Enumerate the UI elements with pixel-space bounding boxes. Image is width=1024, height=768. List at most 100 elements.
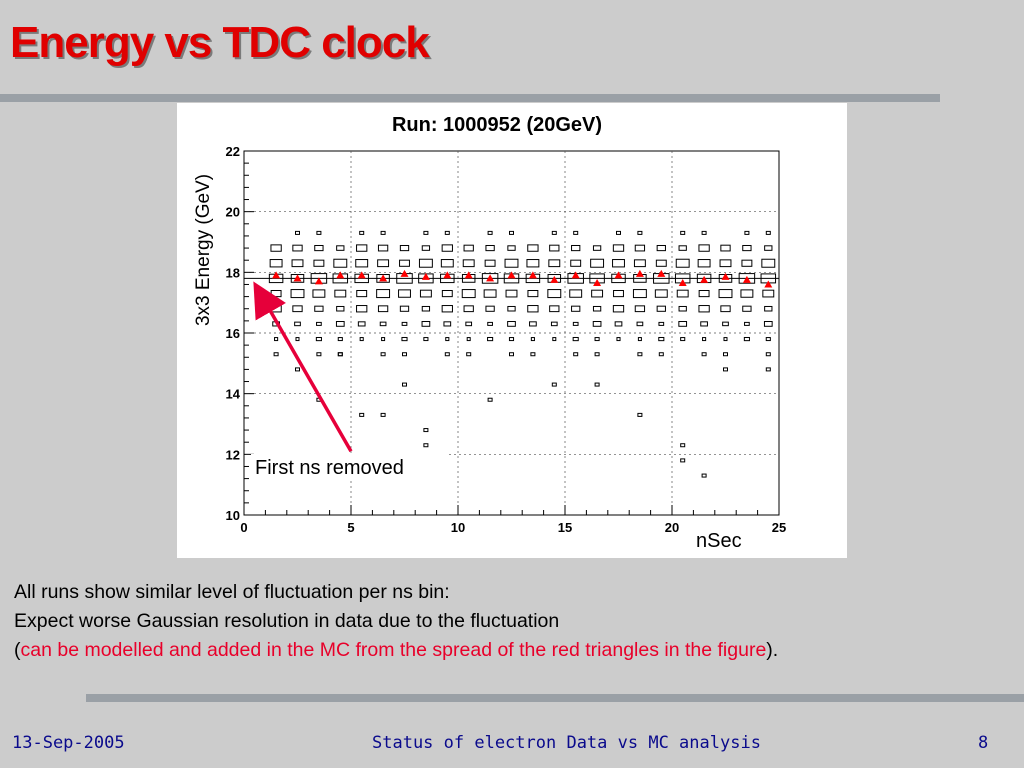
histogram-box (720, 305, 731, 313)
profile-marker (550, 275, 559, 283)
x-tick-label: 25 (772, 520, 786, 535)
histogram-box (399, 305, 410, 312)
histogram-box (743, 336, 750, 342)
histogram-box (312, 289, 326, 298)
histogram-box (547, 289, 562, 299)
histogram-box (591, 289, 604, 298)
histogram-box (292, 244, 303, 252)
histogram-box (552, 337, 557, 342)
outlier-box (701, 473, 707, 478)
histogram-box (466, 352, 472, 357)
profile-marker (293, 274, 302, 282)
histogram-box (509, 230, 514, 235)
histogram-box (612, 305, 625, 313)
profile-marker (336, 271, 345, 279)
histogram-box (765, 337, 771, 342)
histogram-box (315, 336, 322, 342)
histogram-box (314, 244, 324, 252)
x-axis-label: nSec (696, 530, 742, 552)
histogram-box (421, 245, 431, 251)
profile-marker (678, 278, 687, 286)
note-highlight: can be modelled and added in the MC from… (20, 639, 767, 661)
histogram-box (359, 337, 364, 342)
annotation-background (251, 454, 447, 480)
profile-marker (571, 271, 580, 279)
histogram-box (761, 258, 776, 268)
profile-marker (657, 269, 666, 277)
outlier-box (359, 412, 365, 417)
outlier-box (402, 382, 407, 387)
y-axis-label: 3x3 Energy (GeV) (193, 174, 214, 326)
histogram-box (465, 321, 473, 327)
histogram-box (678, 245, 687, 251)
histogram-box (380, 230, 386, 235)
histogram-box (507, 305, 516, 312)
histogram-box (658, 336, 665, 342)
histogram-box (294, 321, 301, 327)
profile-marker (314, 277, 323, 285)
histogram-box (505, 289, 518, 298)
body-line-2: Expect worse Gaussian resolution in data… (14, 610, 560, 632)
histogram-box (355, 259, 369, 268)
histogram-box (401, 321, 408, 326)
histogram-box (658, 352, 664, 357)
histogram-box (377, 259, 390, 268)
histogram-box (637, 352, 643, 357)
histogram-box (462, 259, 475, 268)
histogram-box (616, 337, 621, 342)
profile-marker (400, 269, 409, 277)
histogram-box (701, 230, 707, 235)
histogram-box (440, 259, 454, 268)
profile-marker (764, 280, 773, 288)
histogram-box (570, 259, 582, 267)
histogram-box (527, 289, 539, 298)
histogram-box (359, 230, 365, 235)
y-tick-label: 10 (226, 508, 240, 523)
histogram-box (656, 305, 666, 312)
footer-page-number: 8 (978, 733, 989, 753)
outlier-box (680, 443, 686, 448)
outlier-box (637, 412, 643, 417)
y-tick-label: 16 (226, 326, 240, 341)
histogram-box (357, 321, 366, 327)
histogram-box (551, 230, 557, 235)
histogram-box (718, 289, 733, 299)
histogram-box (697, 259, 711, 268)
annotation-text: First ns removed (255, 457, 404, 479)
histogram-box (592, 305, 602, 312)
note-close: ). (766, 639, 779, 661)
y-tick-label: 18 (226, 265, 240, 280)
body-line-3: (can be modelled and added in the MC fro… (14, 636, 778, 665)
profile-marker (464, 271, 473, 279)
histogram-box (508, 337, 515, 342)
histogram-box (421, 321, 431, 327)
histogram-box (290, 289, 305, 299)
histogram-box (594, 352, 600, 357)
histogram-box (637, 230, 643, 235)
histogram-box (719, 259, 732, 268)
histogram-box (443, 321, 452, 327)
histogram-box (530, 337, 535, 342)
histogram-box (441, 305, 453, 313)
x-tick-label: 15 (558, 520, 572, 535)
histogram-box (507, 321, 516, 327)
histogram-box (590, 258, 605, 268)
histogram-box (573, 352, 579, 357)
histogram-box (722, 321, 729, 327)
histogram-box (401, 336, 408, 342)
histogram-box (337, 337, 343, 342)
outlier-box (423, 443, 429, 448)
histogram-box (549, 244, 560, 252)
histogram-box (336, 245, 345, 251)
histogram-box (633, 259, 646, 268)
histogram-box (487, 336, 494, 342)
histogram-box (509, 352, 514, 357)
histogram-box (423, 230, 429, 235)
outlier-box (295, 367, 300, 372)
histogram-box (527, 305, 539, 313)
histogram-box (377, 305, 389, 313)
histogram-box (634, 305, 646, 313)
outlier-box (487, 397, 493, 402)
histogram-box (379, 321, 387, 327)
histogram-box (573, 230, 579, 235)
